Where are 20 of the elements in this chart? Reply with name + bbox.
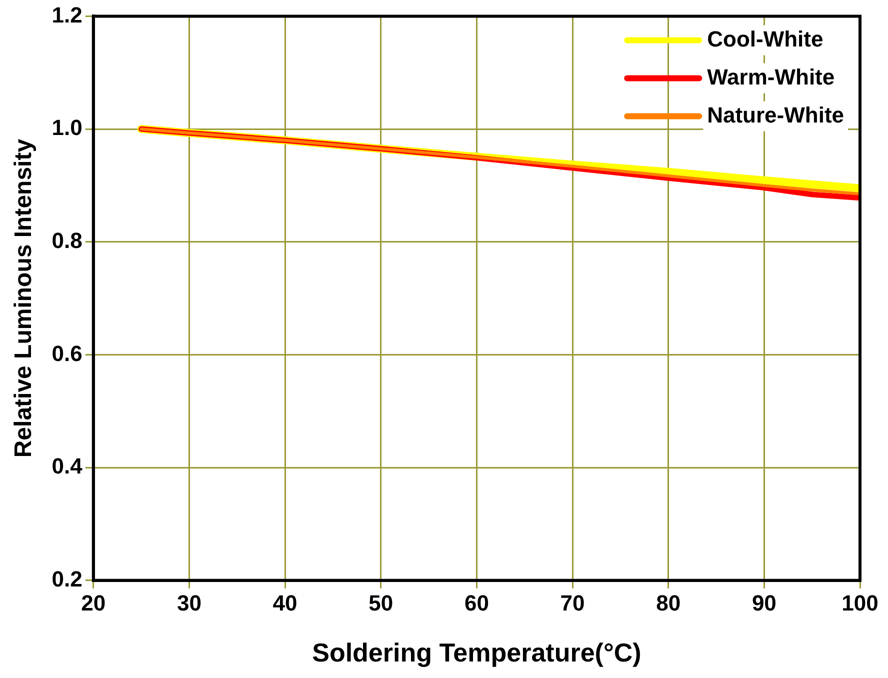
y-tick-label: 0.6 [52, 340, 82, 366]
x-tick-label: 30 [176, 590, 202, 616]
y-tick-label: 0.8 [52, 228, 82, 253]
x-tick-label: 100 [842, 590, 878, 616]
legend-label: Warm-White [707, 64, 835, 90]
y-tick-label: 0.2 [52, 566, 82, 592]
y-tick-label: 1.2 [52, 2, 82, 28]
y-tick-label: 0.4 [52, 454, 84, 479]
x-tick-label: 40 [272, 590, 298, 616]
x-tick-label: 90 [752, 590, 776, 616]
legend-label: Cool-White [707, 26, 824, 52]
x-tick-label: 70 [560, 590, 585, 616]
y-tick-label: 1.0 [52, 115, 82, 140]
y-axis-title: Relative Luminous Intensity [10, 138, 38, 458]
x-tick-label: 80 [656, 590, 681, 616]
legend-label: Nature-White [707, 102, 844, 128]
x-axis-title: Soldering Temperature(°C) [312, 638, 642, 668]
x-tick-label: 50 [368, 590, 394, 616]
x-tick-label: 60 [464, 590, 489, 616]
x-tick-label: 20 [81, 590, 106, 616]
